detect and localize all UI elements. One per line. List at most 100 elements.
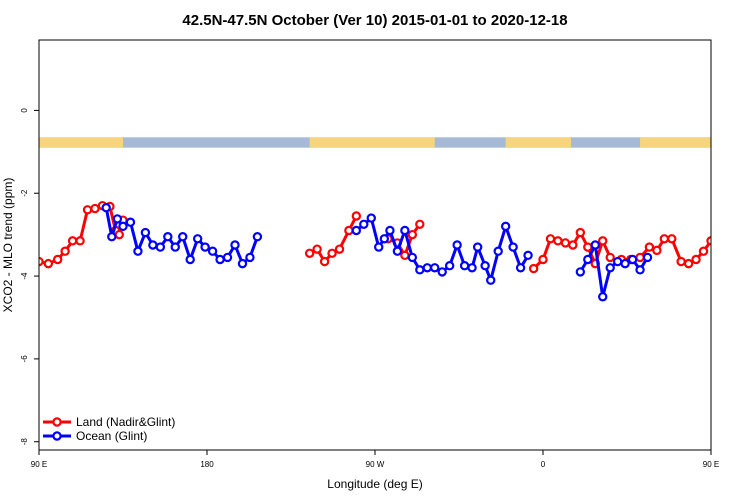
data-point (538, 254, 548, 265)
data-point (652, 245, 662, 256)
land-ocean-mask-band (39, 137, 711, 148)
legend-swatch-marker (52, 417, 62, 427)
y-tick-label: -4 (20, 272, 29, 280)
data-point (107, 232, 117, 242)
data-point (515, 263, 526, 273)
data-point (583, 242, 593, 252)
data-point (400, 225, 410, 236)
chart-title: 42.5N-47.5N October (Ver 10) 2015-01-01 … (182, 12, 567, 29)
data-point (133, 246, 143, 256)
data-point (304, 248, 315, 258)
data-point (480, 261, 490, 271)
data-point (366, 213, 376, 223)
data-point (351, 211, 362, 221)
data-point (568, 240, 578, 250)
data-point (683, 258, 694, 269)
data-point (67, 236, 78, 246)
data-point (359, 219, 369, 229)
data-point (459, 261, 470, 271)
data-point (237, 258, 248, 269)
data-point (75, 236, 85, 246)
data-point (43, 258, 54, 269)
data-point (745, 203, 750, 210)
legend-swatch-marker (52, 431, 62, 441)
data-point (374, 242, 384, 252)
land-band-3 (640, 137, 711, 148)
data-point (101, 203, 111, 213)
data-point (508, 242, 518, 252)
data-point (114, 229, 124, 240)
data-point (627, 254, 638, 265)
data-point (635, 265, 645, 275)
data-point (605, 263, 615, 273)
data-point (545, 234, 556, 244)
data-point (560, 238, 571, 248)
legend-entry-1: Ocean (Glint) (43, 429, 147, 443)
land-band-2 (505, 137, 571, 148)
legend: Land (Nadir&Glint)Ocean (Glint) (43, 415, 175, 443)
data-point (598, 236, 608, 246)
data-point (523, 250, 533, 261)
data-point (379, 234, 390, 244)
series-0 (39, 200, 750, 274)
data-point (422, 263, 432, 273)
y-axis: 0 -2 -4 -6 -8 (20, 108, 39, 446)
data-point (207, 246, 218, 256)
land-band-1 (309, 137, 435, 148)
data-point (185, 254, 195, 265)
data-point (392, 246, 403, 256)
data-point (620, 258, 630, 269)
data-point (715, 237, 722, 244)
data-point (351, 225, 362, 236)
data-point (245, 252, 255, 263)
data-point (735, 204, 742, 211)
data-point (706, 236, 711, 246)
data-point (730, 205, 737, 212)
data-point (590, 240, 600, 250)
data-point (472, 242, 483, 252)
data-point (444, 261, 455, 271)
data-point (437, 267, 447, 277)
data-point (583, 254, 593, 265)
y-tick-label: -6 (20, 355, 29, 363)
data-point (112, 214, 123, 224)
data-point (575, 267, 586, 277)
y-tick-label: 0 (20, 108, 29, 113)
data-point (327, 248, 337, 258)
data-point (528, 263, 539, 274)
data-point (415, 219, 425, 229)
data-point (452, 240, 462, 250)
x-axis: 90 E 180 90 W 0 90 E (31, 450, 719, 469)
series-line (579, 243, 649, 299)
data-point (691, 254, 701, 265)
data-point (430, 263, 440, 273)
data-point (467, 263, 477, 273)
x-tick-label: 180 (200, 460, 214, 469)
data-point (407, 229, 418, 240)
data-point (385, 225, 395, 236)
series-1 (101, 203, 750, 302)
legend-entry-0: Land (Nadir&Glint) (43, 415, 175, 429)
data-point (500, 221, 511, 232)
data-point (118, 221, 128, 232)
data-point (215, 254, 225, 265)
x-tick-label: 90 W (366, 460, 385, 469)
data-point (667, 234, 677, 244)
data-point (252, 232, 263, 242)
data-point (486, 275, 496, 285)
series-layer (39, 200, 750, 302)
data-point (605, 252, 615, 263)
data-point (148, 240, 158, 250)
y-tick-label: -8 (20, 438, 29, 446)
series-line (739, 208, 750, 252)
data-point (52, 254, 63, 265)
y-tick-label: -2 (20, 189, 29, 197)
data-point (612, 256, 623, 267)
data-point (170, 242, 180, 252)
data-point (192, 234, 203, 244)
data-point (493, 246, 503, 256)
data-point (82, 205, 93, 215)
data-point (319, 256, 330, 267)
data-point (90, 203, 100, 214)
